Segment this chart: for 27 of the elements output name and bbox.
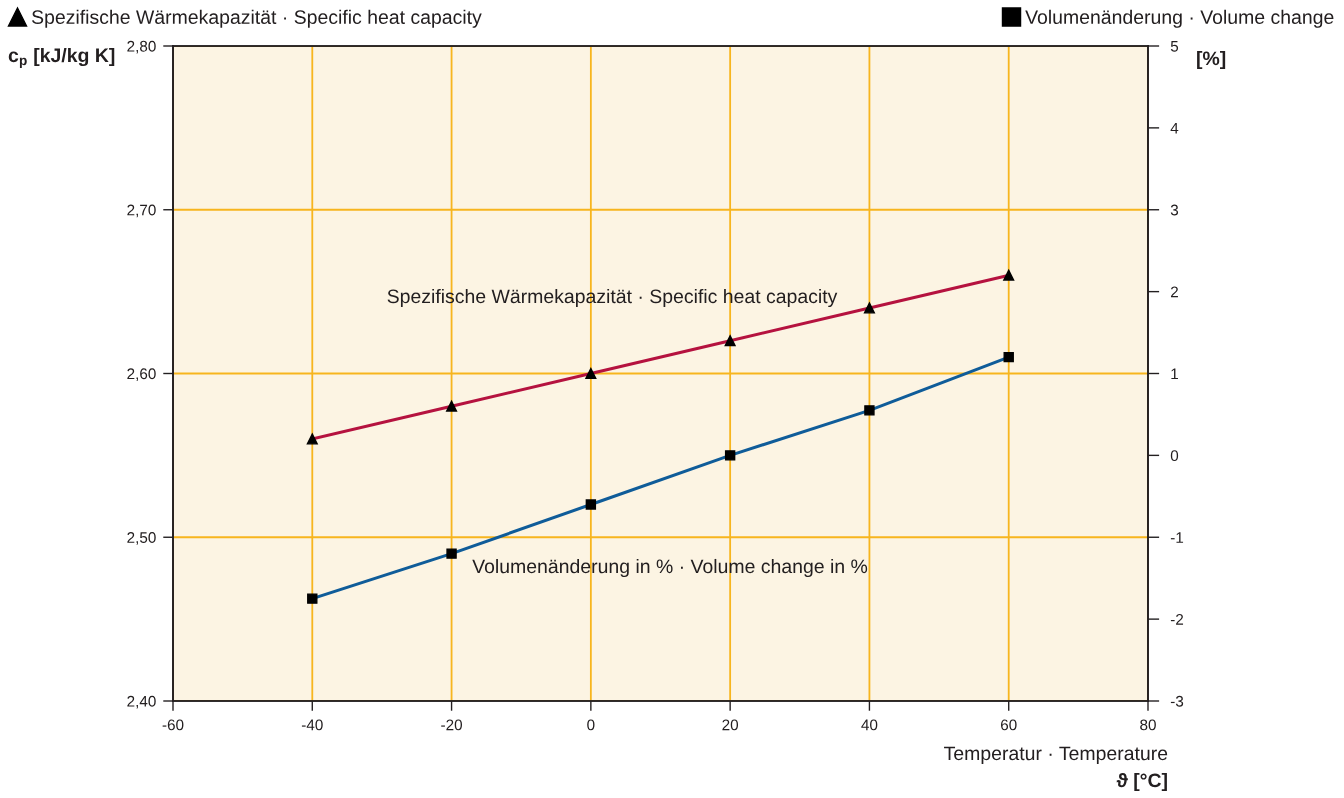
y2-tick-label: 4	[1170, 122, 1179, 134]
y2-tick-label: 1	[1171, 368, 1178, 380]
y2-axis-title: [%]	[1197, 50, 1226, 70]
x-tick-label: 0	[587, 719, 595, 731]
legend-label: Spezifische Wärmekapazität · Specific heat capacity	[32, 9, 482, 28]
x-tick-label: -40	[301, 719, 323, 731]
y2-tick-label: 0	[1170, 450, 1179, 462]
y2-tick-label: 3	[1170, 204, 1179, 216]
y2-tick-label: 5	[1170, 41, 1179, 52]
x-tick-label: 80	[1140, 719, 1156, 731]
y-tick-label: 2,60	[127, 368, 156, 381]
x-tick-label: 60	[1000, 719, 1017, 731]
x-tick-label: 40	[861, 719, 878, 731]
y-tick-label: 2,50	[127, 532, 156, 545]
y-tick-label: 2,80	[127, 40, 156, 54]
y2-tick-label: -1	[1170, 532, 1184, 543]
x-tick-label: 20	[722, 719, 739, 731]
y2-tick-label: 2	[1170, 286, 1178, 298]
text: Temperatur · Temperature ϑ [°C]	[944, 746, 1168, 792]
y-tick-label: 2,40	[127, 695, 156, 709]
legend-label: Volumenänderung · Volume change	[1025, 9, 1334, 28]
x-tick-label: -20	[441, 719, 463, 731]
y2-tick-label: -2	[1170, 613, 1184, 625]
y-tick-label: 2,70	[127, 204, 156, 218]
y2-tick-label: -3	[1170, 695, 1184, 707]
y-axis-title: c$_{p}$ [kJ/kg K]	[8, 47, 115, 68]
x-tick-label: -60	[162, 719, 184, 731]
